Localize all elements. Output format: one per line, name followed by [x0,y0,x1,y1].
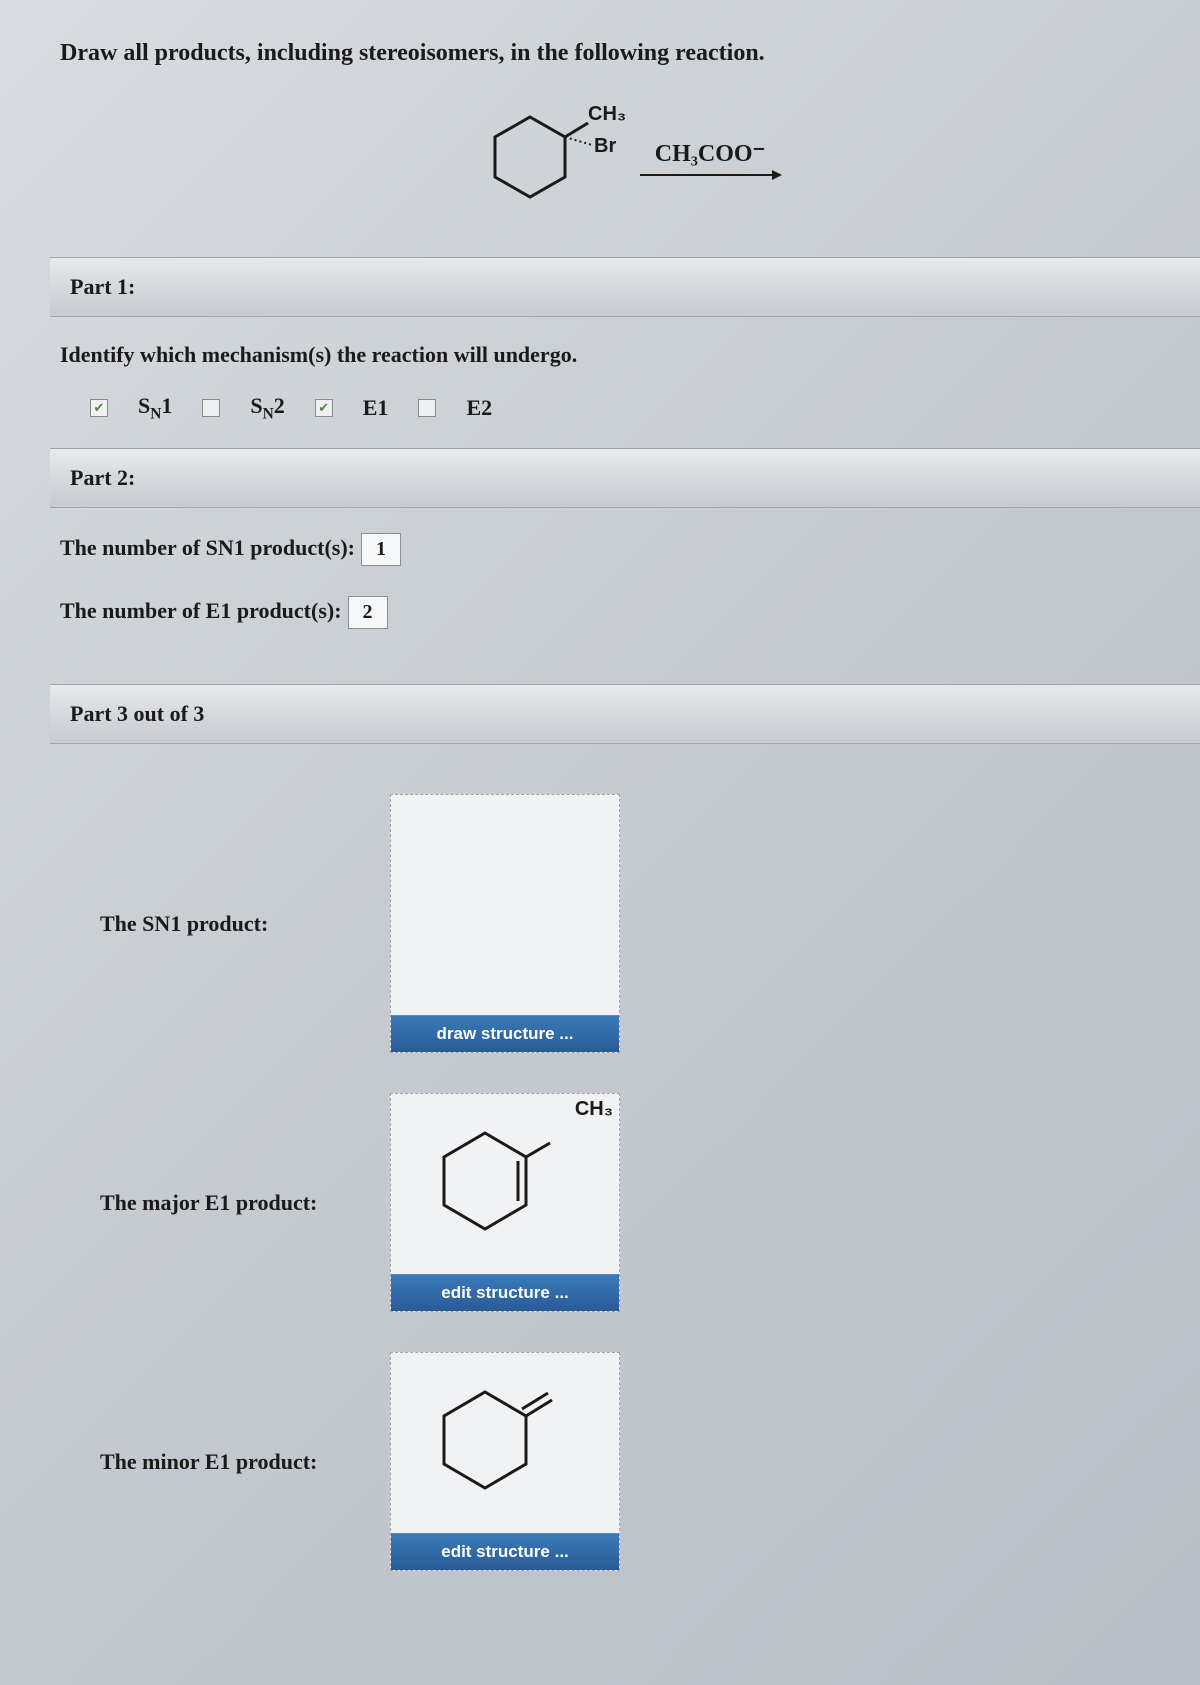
structure-box-2[interactable]: edit structure ... [390,1352,620,1571]
product-row-2: The minor E1 product: edit structure ... [100,1352,1200,1571]
part3-header: Part 3 out of 3 [50,684,1200,744]
reagent-over-arrow: CH₃COO⁻ [640,139,780,176]
mechanism-checkbox-1[interactable] [202,399,220,417]
mechanism-checkbox-2[interactable] [315,399,333,417]
count-input-1[interactable]: 2 [348,596,388,629]
product-label-0: The SN1 product: [100,911,360,937]
mechanism-checkbox-3[interactable] [418,399,436,417]
part2-content: The number of SN1 product(s):1The number… [60,508,1200,684]
draw-structure-button-0[interactable]: draw structure ... [391,1015,619,1052]
product-row-1: The major E1 product: CH₃edit structure .… [100,1093,1200,1312]
count-row-0: The number of SN1 product(s):1 [60,533,1200,566]
structure-canvas-2[interactable] [391,1353,619,1533]
mechanism-checkbox-0[interactable] [90,399,108,417]
part1-content: Identify which mechanism(s) the reaction… [60,317,1200,448]
product-row-0: The SN1 product: draw structure ... [100,794,1200,1053]
structure-canvas-0[interactable] [391,795,619,1015]
part1-header: Part 1: [50,257,1200,317]
count-label-0: The number of SN1 product(s): [60,535,355,560]
count-label-1: The number of E1 product(s): [60,598,342,623]
page-title: Draw all products, including stereoisome… [60,40,1200,67]
mechanism-label-2: E1 [363,395,389,421]
substrate-ch3-label: CH₃ [588,103,626,126]
product-label-2: The minor E1 product: [100,1449,360,1475]
mechanism-label-0: SN1 [138,393,172,423]
edit-structure-button-2[interactable]: edit structure ... [391,1533,619,1570]
product-label-1: The major E1 product: [100,1190,360,1216]
substrate-structure: CH₃ Br [480,97,600,217]
mechanism-options: SN1 SN2 E1 E2 [60,393,1200,423]
part3-content: The SN1 product: draw structure ... The ma… [60,744,1200,1636]
structure-box-1[interactable]: CH₃edit structure ... [390,1093,620,1312]
part2-header: Part 2: [50,448,1200,508]
count-row-1: The number of E1 product(s):2 [60,596,1200,629]
reaction-arrow [640,174,780,176]
mechanism-label-1: SN2 [250,393,284,423]
structure-box-0[interactable]: draw structure ... [390,794,620,1053]
reagent-label: CH₃COO⁻ [640,139,780,168]
reaction-scheme: CH₃ Br CH₃COO⁻ [60,97,1200,217]
count-input-0[interactable]: 1 [361,533,401,566]
part1-question: Identify which mechanism(s) the reaction… [60,342,1200,368]
structure-canvas-1[interactable]: CH₃ [391,1094,619,1274]
edit-structure-button-1[interactable]: edit structure ... [391,1274,619,1311]
mechanism-label-3: E2 [466,395,492,421]
substrate-br-label: Br [594,135,616,158]
